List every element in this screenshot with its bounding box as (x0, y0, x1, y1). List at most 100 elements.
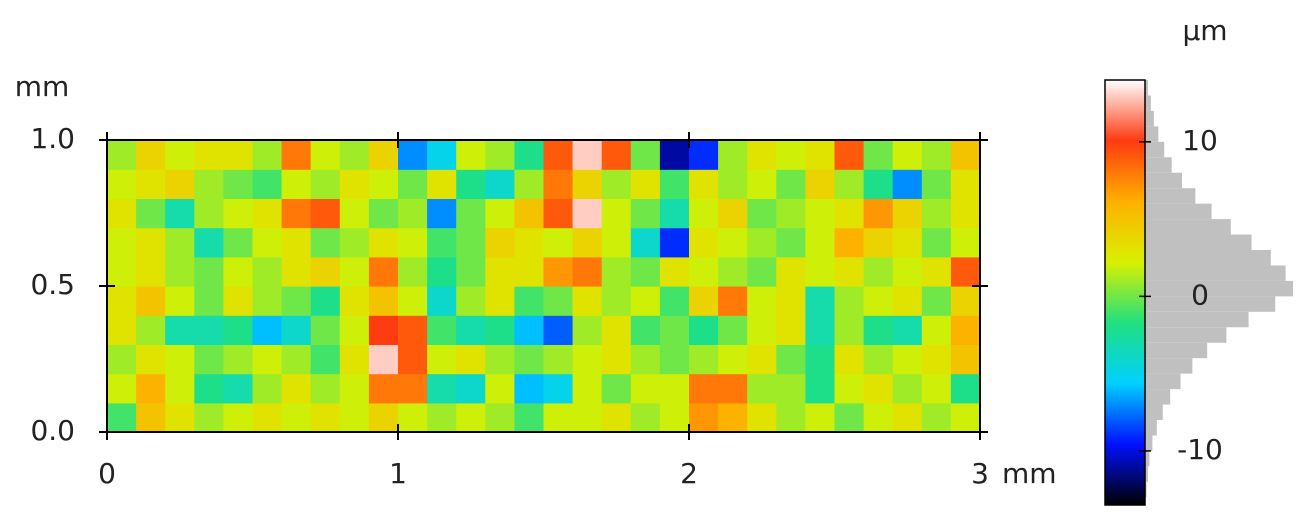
heat-cell (194, 286, 224, 316)
heat-cell (572, 402, 603, 433)
heat-cell (689, 344, 719, 375)
heat-cell (601, 373, 632, 404)
heat-cell (863, 373, 894, 404)
heat-cell (659, 402, 690, 433)
heat-cell (427, 344, 457, 375)
heat-cell (543, 373, 574, 404)
heat-cell (630, 256, 661, 287)
heat-cell (456, 373, 486, 404)
heat-cell (107, 227, 137, 258)
heat-cell (689, 286, 719, 316)
heat-cell (485, 402, 515, 433)
histogram-bar (1145, 172, 1182, 189)
heat-cell (718, 227, 748, 258)
heat-cell (950, 140, 981, 170)
heat-cell (485, 373, 515, 404)
heat-cell (107, 402, 137, 433)
heat-cell (718, 344, 748, 375)
heat-cell (950, 373, 981, 404)
heat-cell (136, 373, 166, 404)
heat-cell (427, 315, 457, 345)
heat-cell (136, 169, 166, 199)
heat-cell (718, 140, 748, 170)
heat-cell (252, 256, 283, 287)
heat-cell (194, 373, 224, 404)
heat-cell (892, 373, 923, 404)
heat-cell (834, 315, 865, 345)
heat-cell (863, 198, 894, 229)
y-tick-label: 1.0 (30, 122, 75, 155)
heat-cell (107, 344, 137, 375)
heat-cell (456, 169, 486, 199)
heat-cell (630, 373, 661, 404)
heat-cell (368, 373, 399, 404)
heat-cell (921, 286, 952, 316)
x-tick-label: 1 (389, 457, 407, 490)
heat-cell (689, 169, 719, 199)
heat-cell (194, 140, 224, 170)
heat-cell (630, 169, 661, 199)
heat-cell (485, 227, 515, 258)
heat-cell (339, 373, 370, 404)
heat-cell (572, 198, 603, 229)
heat-cell (368, 140, 399, 170)
heat-cell (223, 169, 254, 199)
heat-cell (456, 227, 486, 258)
heat-cell (630, 286, 661, 316)
heat-cell (776, 227, 806, 258)
heat-cell (368, 286, 399, 316)
heat-cell (834, 373, 865, 404)
heat-cell (310, 169, 341, 199)
heat-cell (194, 198, 224, 229)
heat-cell (514, 198, 545, 229)
heat-cell (223, 315, 254, 345)
heat-cell (659, 140, 690, 170)
heat-cell (281, 198, 312, 229)
heat-cell (834, 344, 865, 375)
heat-cell (339, 140, 370, 170)
heat-cell (281, 286, 312, 316)
heat-cell (223, 373, 254, 404)
heat-cell (310, 315, 341, 345)
colorbar-tick-label: 0 (1191, 278, 1209, 311)
heat-cell (718, 315, 748, 345)
heat-cell (398, 402, 428, 433)
heat-cell (310, 140, 341, 170)
heat-cell (805, 169, 836, 199)
colorbar-tick-label: -10 (1177, 433, 1223, 466)
heat-cell (252, 140, 283, 170)
heat-cell (630, 198, 661, 229)
heat-cell (659, 286, 690, 316)
heat-cell (572, 140, 603, 170)
heat-cell (950, 315, 981, 345)
heat-cell (136, 256, 166, 287)
histogram-bar (1145, 280, 1293, 297)
heat-cell (805, 198, 836, 229)
heat-cell (718, 286, 748, 316)
y-tick-label: 0.5 (30, 268, 75, 301)
histogram-bar (1145, 466, 1148, 482)
heat-cell (601, 402, 632, 433)
histogram-bar (1145, 250, 1271, 266)
heat-cell (223, 402, 254, 433)
heat-cell (892, 402, 923, 433)
heat-cell (892, 286, 923, 316)
heat-cell (514, 286, 545, 316)
x-tick-label: 0 (98, 457, 116, 490)
heat-cell (543, 256, 574, 287)
heat-cell (223, 227, 254, 258)
heat-cell (107, 315, 137, 345)
heat-cell (921, 227, 952, 258)
heat-cell (572, 286, 603, 316)
heat-cell (747, 373, 777, 404)
heat-cell (514, 227, 545, 258)
heat-cell (252, 169, 283, 199)
histogram-bar (1145, 110, 1154, 127)
histogram-bar (1145, 358, 1193, 374)
heat-cell (950, 227, 981, 258)
histogram-bar (1145, 265, 1286, 281)
heat-cell (747, 198, 777, 229)
heat-cell (368, 227, 399, 258)
heat-cell (863, 169, 894, 199)
heat-cell (514, 140, 545, 170)
